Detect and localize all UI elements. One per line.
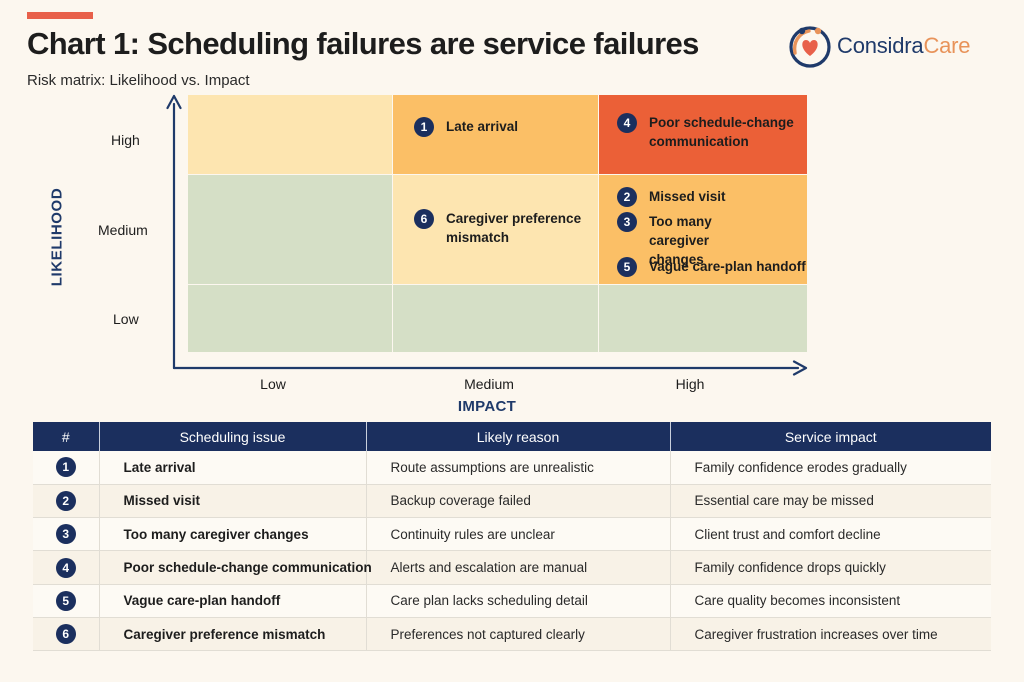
page-title: Chart 1: Scheduling failures are service…: [27, 26, 699, 61]
x-tick-label: Medium: [464, 376, 514, 392]
logo-text-secondary: Care: [923, 33, 971, 58]
risk-point-badge: 4: [617, 113, 637, 133]
column-header: Service impact: [670, 422, 991, 451]
column-header: Scheduling issue: [99, 422, 367, 451]
row-number-badge: 4: [55, 557, 76, 578]
row-number-cell: 5: [33, 584, 100, 618]
impact-cell: Family confidence drops quickly: [670, 550, 991, 585]
brand-logo: ConsidraCare: [787, 22, 971, 70]
issue-cell: Caregiver preference mismatch: [99, 617, 367, 652]
risk-matrix: 1 Late arrival 4 Poor schedule-change commu…: [188, 95, 808, 353]
y-axis-title: LIKELIHOOD: [48, 187, 66, 287]
risk-point-badge: 3: [617, 212, 637, 232]
x-axis-title: IMPACT: [457, 398, 517, 415]
matrix-cell: [188, 285, 393, 353]
matrix-cell: [393, 175, 599, 285]
column-header: #: [33, 422, 100, 451]
matrix-cell: [599, 285, 808, 353]
issue-cell: Late arrival: [99, 451, 367, 485]
table-row: 5 Vague care-plan handoff Care plan lack…: [33, 584, 991, 618]
chart-subtitle: Risk matrix: Likelihood vs. Impact: [27, 72, 250, 89]
reason-cell: Backup coverage failed: [366, 484, 671, 519]
issues-table: # Scheduling issue Likely reason Service…: [33, 422, 991, 652]
heart-hands-logo-icon: [789, 26, 831, 68]
risk-point-label: Too many caregiver changes: [649, 214, 712, 267]
reason-cell: Route assumptions are unrealistic: [366, 451, 671, 485]
row-number-cell: 4: [33, 550, 100, 585]
logo-wordmark: ConsidraCare: [837, 33, 971, 59]
issue-cell: Missed visit: [99, 484, 367, 519]
impact-cell: Care quality becomes inconsistent: [670, 584, 991, 618]
risk-point: 2 Missed visit: [617, 187, 726, 207]
y-axis-line: [166, 94, 182, 370]
row-number-badge: 6: [55, 624, 76, 645]
table-row: 2 Missed visit Backup coverage failed Es…: [33, 484, 991, 519]
matrix-cell: [188, 95, 393, 175]
risk-point: 1 Late arrival: [414, 117, 518, 137]
row-number-badge: 5: [55, 590, 76, 611]
logo-text-primary: Considra: [837, 33, 924, 58]
column-header: Likely reason: [366, 422, 671, 451]
x-axis-line: [172, 360, 808, 376]
risk-point-label: Poor schedule-change communication: [649, 115, 794, 149]
impact-cell: Family confidence erodes gradually: [670, 451, 991, 485]
row-number-badge: 2: [55, 490, 76, 511]
risk-point: 4 Poor schedule-change communication: [617, 113, 799, 151]
table-row: 3 Too many caregiver changes Continuity …: [33, 517, 991, 552]
table-row: 4 Poor schedule-change communication Ale…: [33, 550, 991, 585]
matrix-cell: [188, 175, 393, 285]
risk-point-label: Missed visit: [649, 189, 726, 204]
row-number-badge: 1: [55, 457, 76, 478]
reason-cell: Care plan lacks scheduling detail: [366, 584, 671, 618]
risk-point-badge: 2: [617, 187, 637, 207]
table-row: 6 Caregiver preference mismatch Preferen…: [33, 617, 991, 652]
title-accent-bar: [27, 12, 93, 19]
matrix-cell: [393, 285, 599, 353]
x-tick-label: High: [675, 376, 705, 392]
risk-point: 3 Too many caregiver changes: [617, 212, 764, 269]
risk-point-badge: 5: [617, 257, 637, 277]
x-tick-label: Low: [260, 376, 286, 392]
impact-cell: Client trust and comfort decline: [670, 517, 991, 552]
reason-cell: Alerts and escalation are manual: [366, 550, 671, 585]
reason-cell: Continuity rules are unclear: [366, 517, 671, 552]
impact-cell: Caregiver frustration increases over tim…: [670, 617, 991, 652]
table-header-row: # Scheduling issue Likely reason Service…: [33, 422, 991, 451]
row-number-badge: 3: [55, 524, 76, 545]
risk-point-label: Late arrival: [446, 119, 519, 134]
row-number-cell: 6: [33, 617, 100, 652]
risk-point-label: Vague care-plan handoff: [649, 259, 806, 274]
y-tick-label: Low: [113, 311, 139, 327]
y-tick-label: High: [111, 132, 140, 148]
risk-point: 6 Caregiver preference mismatch: [414, 209, 586, 247]
risk-point-badge: 6: [414, 209, 434, 229]
table-row: 1 Late arrival Route assumptions are unr…: [33, 451, 991, 485]
matrix-cell: [599, 95, 808, 175]
row-number-cell: 2: [33, 484, 100, 519]
issue-cell: Poor schedule-change communication: [99, 550, 372, 585]
impact-cell: Essential care may be missed: [670, 484, 991, 519]
row-number-cell: 1: [33, 451, 100, 485]
y-tick-label: Medium: [98, 222, 148, 238]
issue-cell: Too many caregiver changes: [99, 517, 367, 552]
row-number-cell: 3: [33, 517, 100, 552]
risk-point-badge: 1: [414, 117, 434, 137]
reason-cell: Preferences not captured clearly: [366, 617, 671, 652]
risk-point-label: Caregiver preference mismatch: [446, 211, 582, 245]
risk-point: 5 Vague care-plan handoff: [617, 257, 806, 277]
issue-cell: Vague care-plan handoff: [99, 584, 367, 618]
